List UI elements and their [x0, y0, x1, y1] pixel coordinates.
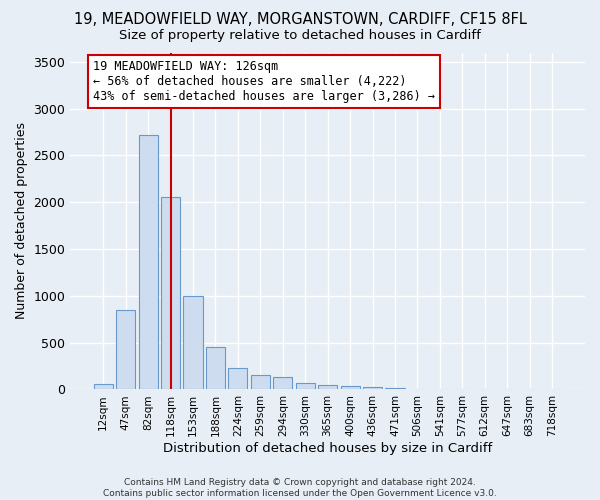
Text: Contains HM Land Registry data © Crown copyright and database right 2024.
Contai: Contains HM Land Registry data © Crown c… — [103, 478, 497, 498]
Bar — [318, 385, 337, 390]
Bar — [363, 387, 382, 390]
Bar — [273, 378, 292, 390]
Text: 19 MEADOWFIELD WAY: 126sqm
← 56% of detached houses are smaller (4,222)
43% of s: 19 MEADOWFIELD WAY: 126sqm ← 56% of deta… — [93, 60, 435, 103]
Bar — [184, 296, 203, 390]
Text: 19, MEADOWFIELD WAY, MORGANSTOWN, CARDIFF, CF15 8FL: 19, MEADOWFIELD WAY, MORGANSTOWN, CARDIF… — [74, 12, 526, 28]
Bar — [385, 388, 404, 390]
Bar — [296, 384, 315, 390]
Bar — [251, 376, 270, 390]
Bar — [139, 135, 158, 390]
X-axis label: Distribution of detached houses by size in Cardiff: Distribution of detached houses by size … — [163, 442, 492, 455]
Bar — [341, 386, 359, 390]
Bar — [229, 368, 247, 390]
Bar — [116, 310, 135, 390]
Bar — [206, 348, 225, 390]
Text: Size of property relative to detached houses in Cardiff: Size of property relative to detached ho… — [119, 29, 481, 42]
Bar — [94, 384, 113, 390]
Y-axis label: Number of detached properties: Number of detached properties — [15, 122, 28, 320]
Bar — [161, 196, 180, 390]
